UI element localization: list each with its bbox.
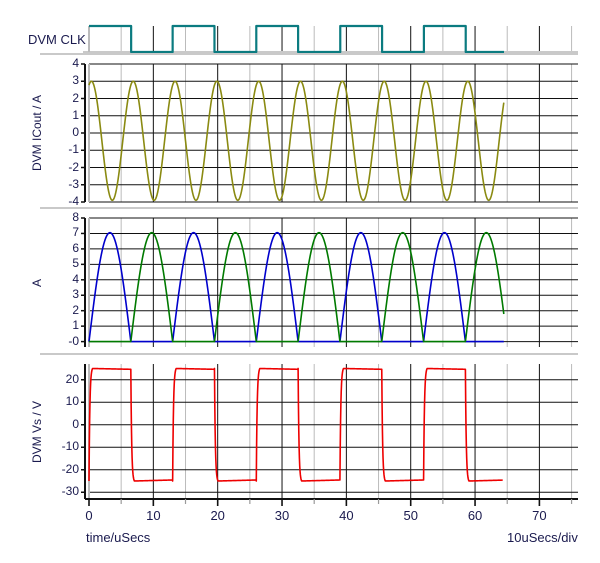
- y-tick-label: 10: [65, 394, 79, 409]
- panel-dvm-icout: [40, 53, 578, 203]
- y-axis-title-dvm-vs: DVM Vs / V: [30, 400, 44, 463]
- y-tick-label: 4: [72, 56, 79, 70]
- x-tick-label: 50: [403, 508, 418, 523]
- y-tick-label: 2: [72, 302, 79, 317]
- trace-phase-a: [88, 231, 505, 343]
- y-tick-label: 8: [72, 210, 79, 224]
- y-tick-label: -3: [68, 176, 79, 191]
- y-tick-label: 20: [65, 371, 79, 386]
- y-tick-label: 3: [72, 73, 79, 88]
- y-tick-label: 0: [72, 416, 79, 431]
- panel-phase-currents: [40, 207, 578, 347]
- y-axis-title-dvm-icout: DVM ICout / A: [30, 94, 44, 171]
- x-axis: [85, 498, 578, 506]
- x-tick-label: 40: [339, 508, 354, 523]
- y-tick-label: 0: [72, 125, 79, 139]
- y-tick-label: 7: [72, 225, 79, 240]
- y-tick-label: -2: [68, 159, 79, 174]
- x-tick-label: 60: [467, 508, 483, 523]
- panel-dvm-vs: [40, 353, 578, 499]
- x-tick-label: 10: [146, 508, 161, 523]
- y-tick-label: 6: [72, 240, 79, 255]
- x-tick-label: 20: [210, 508, 225, 523]
- y-tick-label: -30: [61, 484, 79, 499]
- y-tick-label: 1: [72, 107, 79, 122]
- x-axis-scale-label: 10uSecs/div: [507, 530, 578, 545]
- x-axis-title: time/uSecs: [86, 530, 151, 545]
- x-tick-label: 30: [274, 508, 290, 523]
- y-tick-label: 5: [72, 256, 79, 271]
- x-tick-label: 0: [85, 508, 93, 523]
- trace-DVM CLK: [88, 24, 505, 54]
- x-tick-label: 70: [532, 508, 547, 523]
- y-tick-label: 4: [72, 271, 79, 286]
- trace-ICout: [88, 80, 505, 202]
- y-tick-label: 3: [72, 287, 79, 302]
- trace-Vs: [88, 367, 504, 482]
- y-tick-label: -10: [61, 439, 79, 454]
- y-tick-label: -20: [61, 461, 79, 476]
- y-tick-label: 2: [72, 90, 79, 105]
- y-tick-label: -1: [68, 142, 79, 157]
- y-axis-title-phase-currents: A: [30, 278, 44, 287]
- y-tick-label: -4: [68, 194, 79, 208]
- clk-axis-label: DVM CLK: [28, 32, 86, 47]
- panel-dvm-clk: [83, 24, 578, 54]
- trace-phase-b: [88, 231, 505, 343]
- y-tick-label: 1: [72, 318, 79, 333]
- y-tick-label: -0: [68, 333, 79, 348]
